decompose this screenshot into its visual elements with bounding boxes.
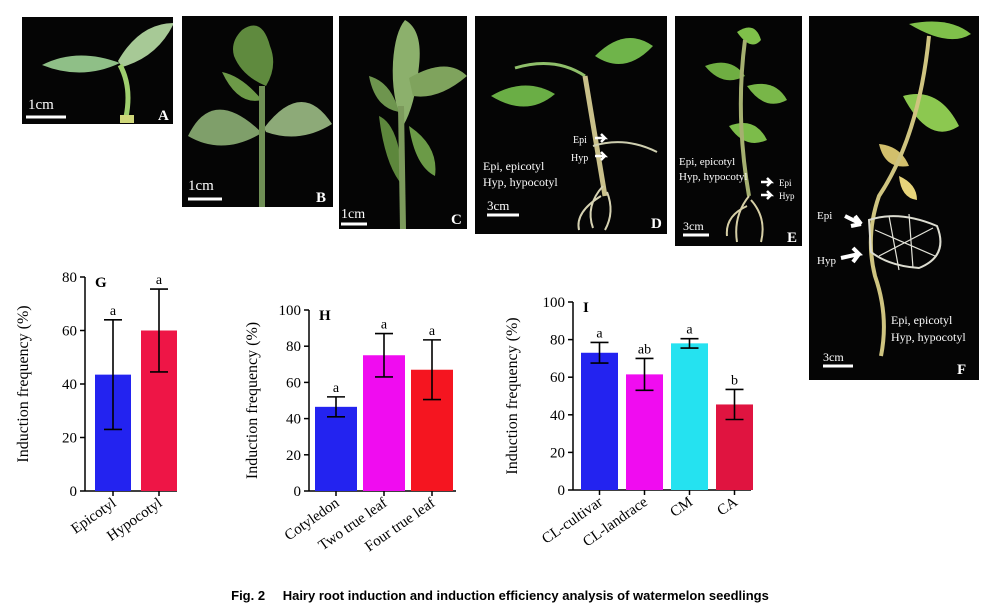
caption-text: Hairy root induction and induction effic… [282,588,769,603]
arrow-icon [595,133,609,143]
y-tick-label: 80 [550,333,565,349]
panel-letter-f: F [957,362,966,378]
y-tick-label: 60 [550,370,565,386]
scale-label: 3cm [823,350,844,364]
figure-caption: Fig. 2 Hairy root induction and inductio… [0,588,1000,603]
seedling-with-hairy-roots-illustration [705,27,787,243]
significance-letter: a [156,273,163,288]
epi-arrow-label: Epi [817,210,832,222]
legend-hypocotyl: Hyp, hypocotyl [891,330,966,344]
bar [626,374,663,490]
y-tick-label: 40 [286,412,301,428]
hyp-arrow-label: Hyp [779,191,795,201]
y-tick-label: 100 [543,295,566,311]
legend-hypocotyl: Hyp, hypocotyl [483,175,558,189]
panel-letter: H [319,308,331,324]
x-tick-label: CM [667,494,695,520]
y-tick-label: 0 [558,483,566,499]
significance-letter: a [429,324,436,339]
arrow-icon [595,151,609,161]
significance-letter: a [333,381,340,396]
arrow-icon [761,190,775,200]
photo-panel-b: 1cm B [182,16,333,207]
legend-epicotyl: Epi, epicotyl [679,156,735,168]
y-tick-label: 40 [62,377,77,393]
y-axis-title: Induction frequency (%) [244,322,261,479]
y-tick-label: 80 [62,270,77,286]
photo-panel-d: Epi Hyp Epi, epicotyl Hyp, hypocotyl 3cm… [475,16,667,234]
y-tick-label: 100 [279,303,302,319]
panel-letter: I [583,300,589,316]
photo-panel-c: 1cm C [339,16,467,229]
x-tick-label: CA [715,494,741,519]
photo-panel-e: Epi Hyp Epi, epicotyl Hyp, hypocotyl 3cm… [675,16,802,246]
y-tick-label: 20 [286,448,301,464]
y-tick-label: 60 [62,324,77,340]
epi-arrow-label: Epi [779,178,792,188]
y-tick-label: 0 [294,484,302,500]
arrow-icon [844,214,863,228]
panel-letter: G [95,275,107,291]
scale-label: 1cm [28,97,54,113]
epi-arrow-label: Epi [573,135,587,146]
seedling-two-leaf-illustration [188,25,332,207]
panel-letter-d: D [651,216,662,232]
y-tick-label: 80 [286,339,301,355]
hyp-arrow-label: Hyp [571,153,588,164]
y-tick-label: 20 [550,445,565,461]
scale-label: 3cm [487,198,509,213]
panel-letter-a: A [158,108,169,124]
photo-panel-a: 1cm A [22,17,173,124]
figure-number: Fig. 2 [231,588,266,603]
legend-hypocotyl: Hyp, hypocotyl [679,171,747,183]
significance-letter: a [686,323,693,338]
seedling-with-hairy-roots-illustration [491,38,658,231]
seedling-with-hairy-roots-illustration [867,21,971,357]
y-tick-label: 20 [62,431,77,447]
significance-letter: ab [638,342,651,357]
significance-letter: a [596,326,603,341]
panel-letter-e: E [787,230,797,246]
y-tick-label: 40 [550,408,565,424]
panel-letter-c: C [451,212,462,228]
legend-epicotyl: Epi, epicotyl [483,159,545,173]
significance-letter: a [381,318,388,333]
bar [581,352,618,490]
significance-letter: a [110,304,117,319]
scale-label: 1cm [341,207,365,222]
y-axis-title: Induction frequency (%) [15,305,32,462]
scale-label: 1cm [188,178,214,194]
legend-epicotyl: Epi, epicotyl [891,313,953,327]
arrow-icon [761,177,775,187]
seedling-four-leaf-illustration [369,20,467,229]
hyp-arrow-label: Hyp [817,255,836,267]
scale-label: 3cm [683,219,704,233]
photo-panel-f: Epi Hyp Epi, epicotyl Hyp, hypocotyl 3cm… [809,16,979,380]
bar [671,343,708,490]
panel-letter-b: B [316,190,326,206]
arrow-icon [840,246,863,264]
bar [363,355,405,491]
y-tick-label: 0 [70,484,78,500]
y-axis-title: Induction frequency (%) [504,317,521,474]
bar [315,406,357,491]
seedling-cotyledon-illustration [42,23,173,123]
significance-letter: b [731,373,738,388]
y-tick-label: 60 [286,375,301,391]
